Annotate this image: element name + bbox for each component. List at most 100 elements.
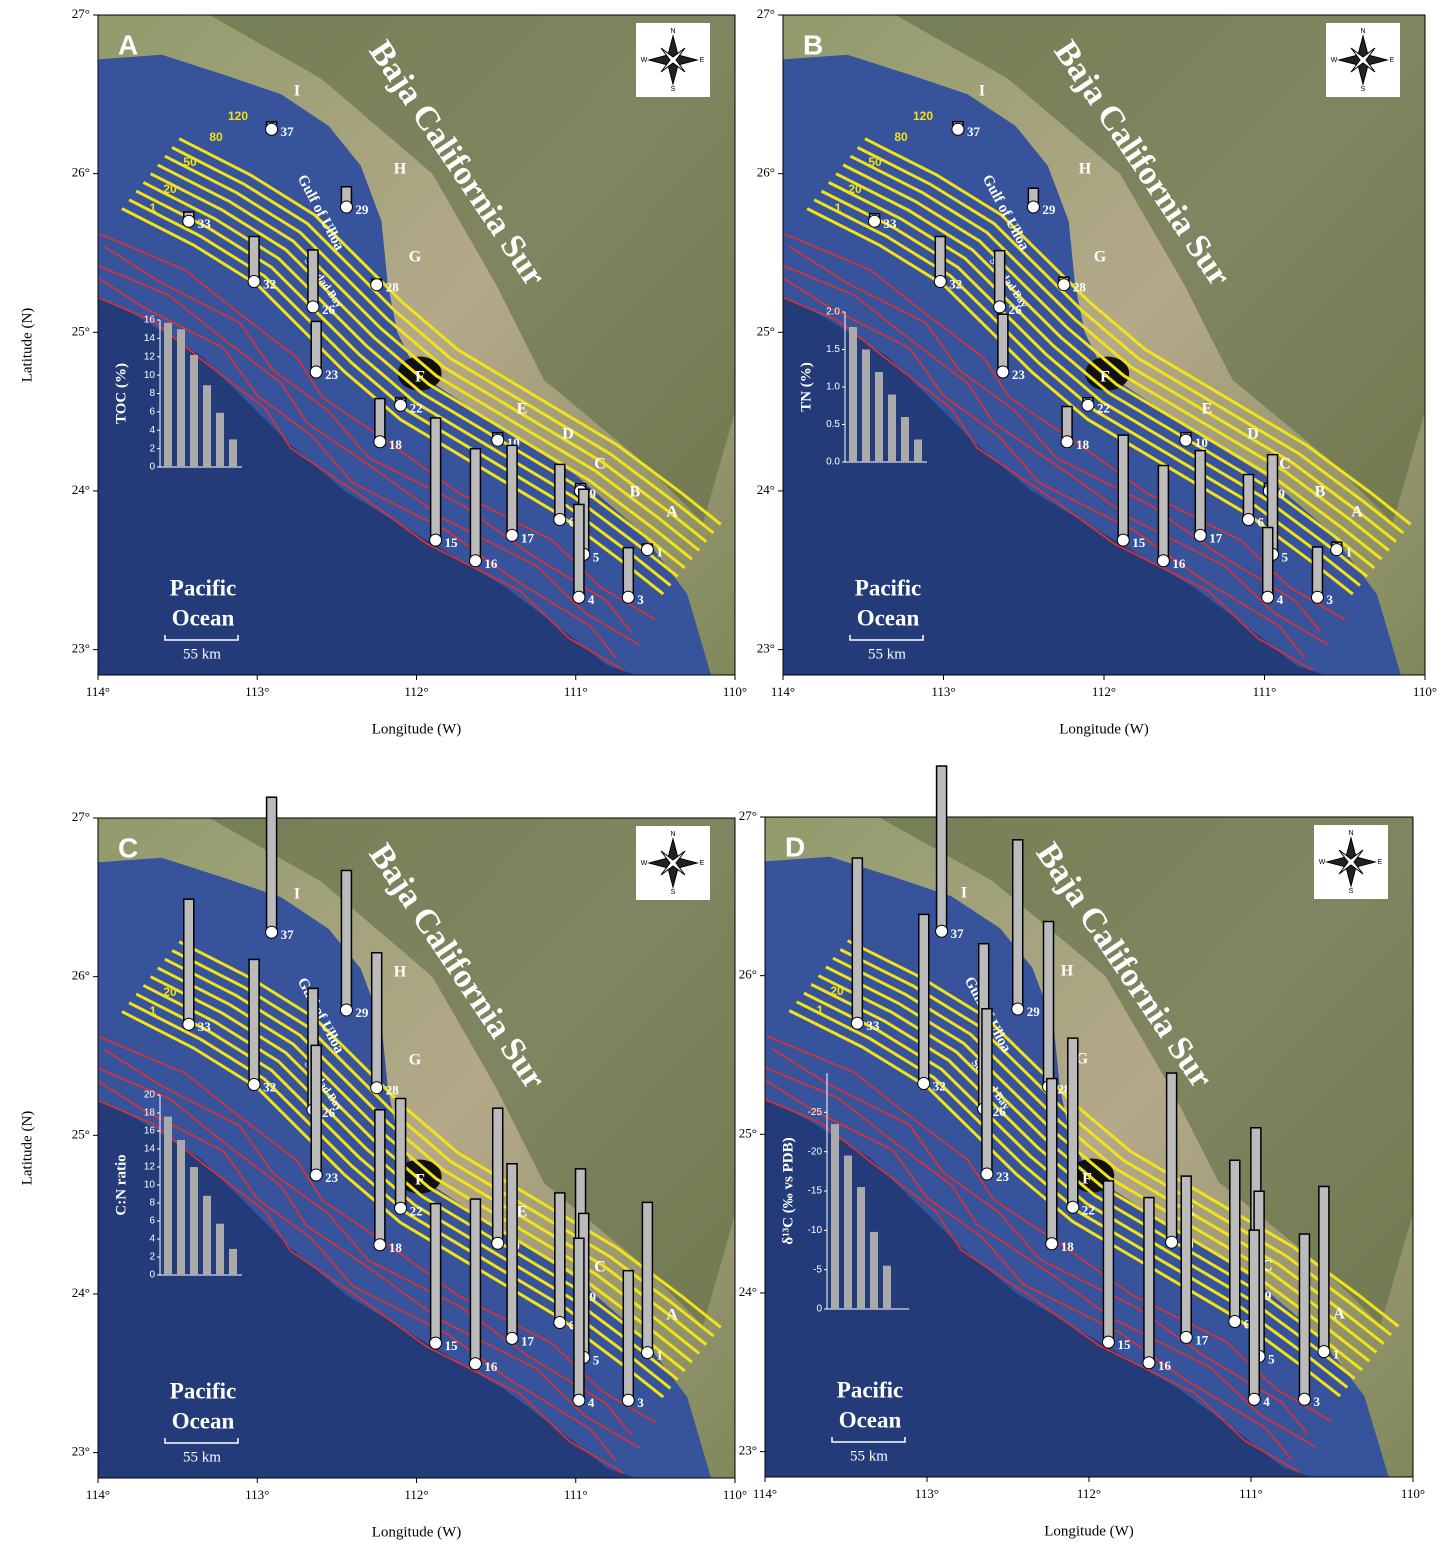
station-label: 37 xyxy=(281,124,295,139)
station-bar xyxy=(1047,1079,1057,1244)
station-bar xyxy=(396,1098,406,1208)
x-tick-label: 112° xyxy=(404,1487,428,1502)
station-label: 29 xyxy=(1042,202,1056,217)
station-marker xyxy=(1143,1357,1155,1369)
x-tick-label: 111° xyxy=(564,1487,588,1502)
compass-letter: S xyxy=(671,889,676,896)
station-marker xyxy=(310,366,322,378)
station-bar xyxy=(341,870,351,1010)
zone-label: E xyxy=(517,401,528,418)
station-label: 3 xyxy=(1313,1394,1320,1409)
x-tick-label: 110° xyxy=(1401,1486,1425,1501)
zone-label: H xyxy=(1079,161,1092,178)
x-tick-label: 114° xyxy=(753,1486,777,1501)
contour-label: 1 xyxy=(817,1003,824,1017)
station-label: 26 xyxy=(322,1105,336,1120)
station-marker xyxy=(469,1358,481,1370)
station-marker xyxy=(1194,529,1206,541)
scale-label: 55 km xyxy=(850,1448,888,1464)
legend-tick-label: 4 xyxy=(149,425,155,436)
station-label: 10 xyxy=(1195,435,1208,450)
x-tick-label: 112° xyxy=(404,684,428,699)
station-bar xyxy=(249,237,259,282)
zone-label: D xyxy=(562,426,574,443)
station-bar xyxy=(507,1164,517,1339)
station-marker xyxy=(981,1168,993,1180)
station-marker xyxy=(918,1078,930,1090)
legend-axis-title: δ¹³C (‰ vs PDB) xyxy=(780,1137,796,1244)
station-label: 33 xyxy=(198,1019,212,1034)
station-marker xyxy=(374,436,386,448)
zone-label: B xyxy=(630,484,641,501)
legend-tick-label: -5 xyxy=(813,1264,822,1275)
station-marker xyxy=(492,434,504,446)
station-marker xyxy=(554,514,566,526)
legend-tick-label: 0.0 xyxy=(826,457,840,468)
station-marker xyxy=(310,1169,322,1181)
ocean-label: Ocean xyxy=(839,1407,902,1432)
station-bar xyxy=(311,1045,321,1175)
legend-tick-label: 6 xyxy=(149,407,155,418)
y-axis-title: Latitude (N) xyxy=(19,1111,35,1186)
map-panel: 114°113°112°111°110°27°26°25°24°23°Longi… xyxy=(751,0,1441,737)
zone-label: A xyxy=(1333,1306,1345,1323)
station-label: 5 xyxy=(1268,1351,1275,1366)
x-tick-label: 110° xyxy=(1413,684,1437,699)
legend-bar xyxy=(831,1124,839,1309)
station-marker xyxy=(1157,555,1169,567)
station-label: 26 xyxy=(322,302,336,317)
station-label: 15 xyxy=(445,1338,459,1353)
y-tick-label: 26° xyxy=(757,165,775,180)
station-label: 29 xyxy=(355,202,369,217)
legend-bar xyxy=(870,1232,878,1309)
station-label: 37 xyxy=(967,124,981,139)
y-tick-label: 25° xyxy=(757,323,775,338)
legend-tick-label: -20 xyxy=(808,1146,823,1157)
figure: 114°113°112°111°110°27°26°25°24°23°Longi… xyxy=(0,0,1443,1551)
ocean-label: Pacific xyxy=(170,1378,236,1403)
legend-tick-label: 12 xyxy=(144,351,156,362)
zone-label: I xyxy=(979,83,985,100)
station-label: 17 xyxy=(521,530,535,545)
zone-label: A xyxy=(666,504,678,521)
x-tick-label: 113° xyxy=(931,684,955,699)
compass-letter: N xyxy=(670,28,675,35)
contour-label: 20 xyxy=(848,182,862,196)
station-label: 16 xyxy=(484,1359,498,1374)
station-bar xyxy=(852,858,862,1023)
compass-letter: E xyxy=(700,860,705,867)
station-label: 33 xyxy=(883,216,897,231)
station-marker xyxy=(1180,1331,1192,1343)
legend-tick-label: 0 xyxy=(149,462,155,473)
y-tick-label: 25° xyxy=(72,1126,90,1141)
compass-letter: S xyxy=(1349,888,1354,895)
station-bar xyxy=(1319,1186,1329,1351)
contour-label: 80 xyxy=(209,130,223,144)
scale-label: 55 km xyxy=(183,646,221,662)
station-marker xyxy=(868,215,880,227)
station-label: 9 xyxy=(590,486,597,501)
legend-tick-label: 0 xyxy=(149,1270,155,1281)
x-tick-label: 112° xyxy=(1092,684,1116,699)
legend-tick-label: 14 xyxy=(144,1144,156,1155)
y-tick-label: 27° xyxy=(757,6,775,21)
station-bar xyxy=(555,1193,565,1323)
contour-label: 20 xyxy=(163,985,177,999)
x-tick-label: 113° xyxy=(245,1487,269,1502)
station-label: 22 xyxy=(1097,400,1110,415)
station-label: 9 xyxy=(1278,486,1285,501)
legend-bar xyxy=(190,355,198,467)
station-bar xyxy=(937,766,947,931)
station-marker xyxy=(936,925,948,937)
station-bar xyxy=(935,237,945,282)
station-marker xyxy=(1102,1336,1114,1348)
zone-label: C xyxy=(594,456,606,473)
legend-tick-label: -25 xyxy=(808,1107,823,1118)
y-tick-label: 25° xyxy=(739,1125,757,1140)
station-marker xyxy=(266,123,278,135)
legend-bar xyxy=(844,1156,852,1309)
station-label: 28 xyxy=(386,280,400,295)
legend-tick-label: 0 xyxy=(816,1304,822,1315)
station-label: 3 xyxy=(637,592,644,607)
legend-bar xyxy=(888,395,896,463)
